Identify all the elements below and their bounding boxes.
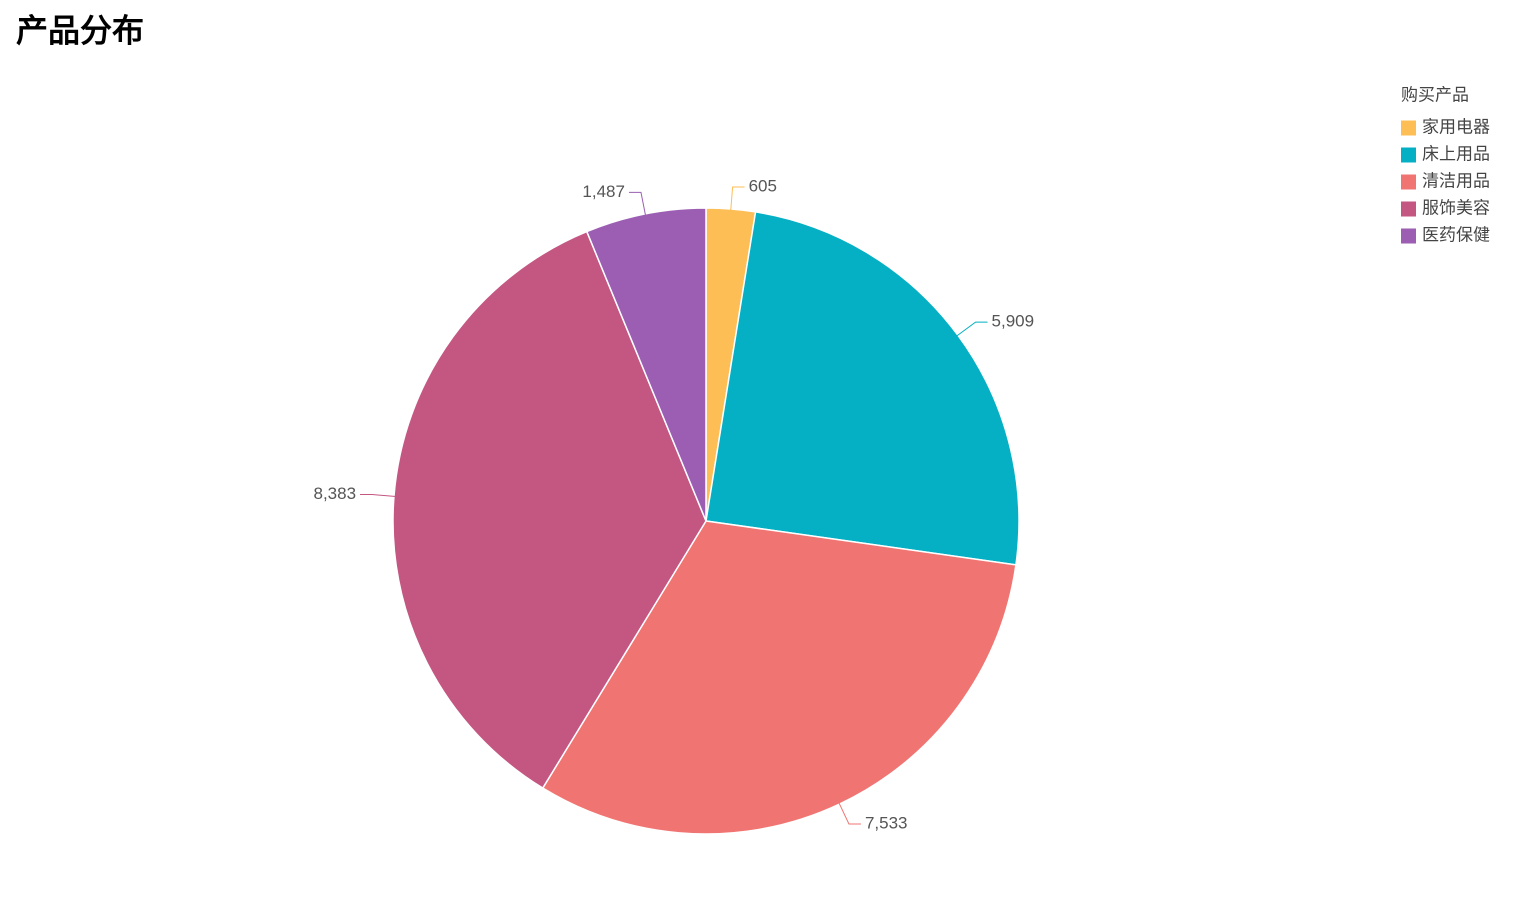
chart-title: 产品分布: [16, 12, 144, 48]
legend-swatch[interactable]: [1401, 228, 1416, 244]
legend-label[interactable]: 清洁用品: [1422, 171, 1490, 190]
data-label: 1,487: [582, 182, 625, 201]
legend-swatch[interactable]: [1401, 174, 1416, 190]
pie-slice: [705, 211, 1020, 566]
data-label: 8,383: [313, 484, 356, 503]
data-label: 605: [749, 177, 777, 196]
legend-label[interactable]: 家用电器: [1422, 117, 1490, 136]
leader-line: [953, 321, 988, 339]
leader-line: [360, 494, 400, 498]
data-label: 5,909: [992, 312, 1035, 331]
legend-label[interactable]: 床上用品: [1422, 144, 1490, 163]
legend-swatch[interactable]: [1401, 147, 1416, 163]
legend-label[interactable]: 服饰美容: [1422, 198, 1490, 217]
leader-line: [628, 191, 647, 219]
legend-swatch[interactable]: [1401, 201, 1416, 217]
leader-line: [729, 186, 745, 215]
legend-title: 购买产品: [1401, 85, 1469, 104]
data-label: 7,533: [865, 813, 908, 832]
legend-label[interactable]: 医药保健: [1422, 225, 1490, 244]
leader-line: [836, 799, 861, 825]
legend-swatch[interactable]: [1401, 120, 1416, 136]
